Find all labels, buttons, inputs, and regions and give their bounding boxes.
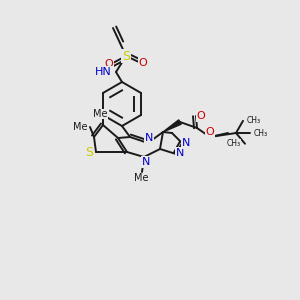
- Text: N: N: [142, 157, 150, 167]
- Text: Me: Me: [93, 109, 107, 119]
- Text: O: O: [139, 58, 147, 68]
- Text: Me: Me: [134, 173, 148, 183]
- Text: N: N: [145, 133, 153, 143]
- Polygon shape: [163, 120, 181, 132]
- Text: N: N: [182, 138, 190, 148]
- Text: S: S: [85, 146, 93, 158]
- Text: O: O: [206, 127, 214, 137]
- Text: CH₃: CH₃: [227, 139, 241, 148]
- Text: HN: HN: [95, 67, 112, 77]
- Text: Me: Me: [73, 122, 87, 132]
- Text: N: N: [176, 148, 184, 158]
- Text: O: O: [196, 111, 206, 121]
- Text: S: S: [122, 50, 130, 62]
- Text: CH₃: CH₃: [254, 128, 268, 137]
- Text: O: O: [105, 59, 113, 69]
- Text: CH₃: CH₃: [247, 116, 261, 125]
